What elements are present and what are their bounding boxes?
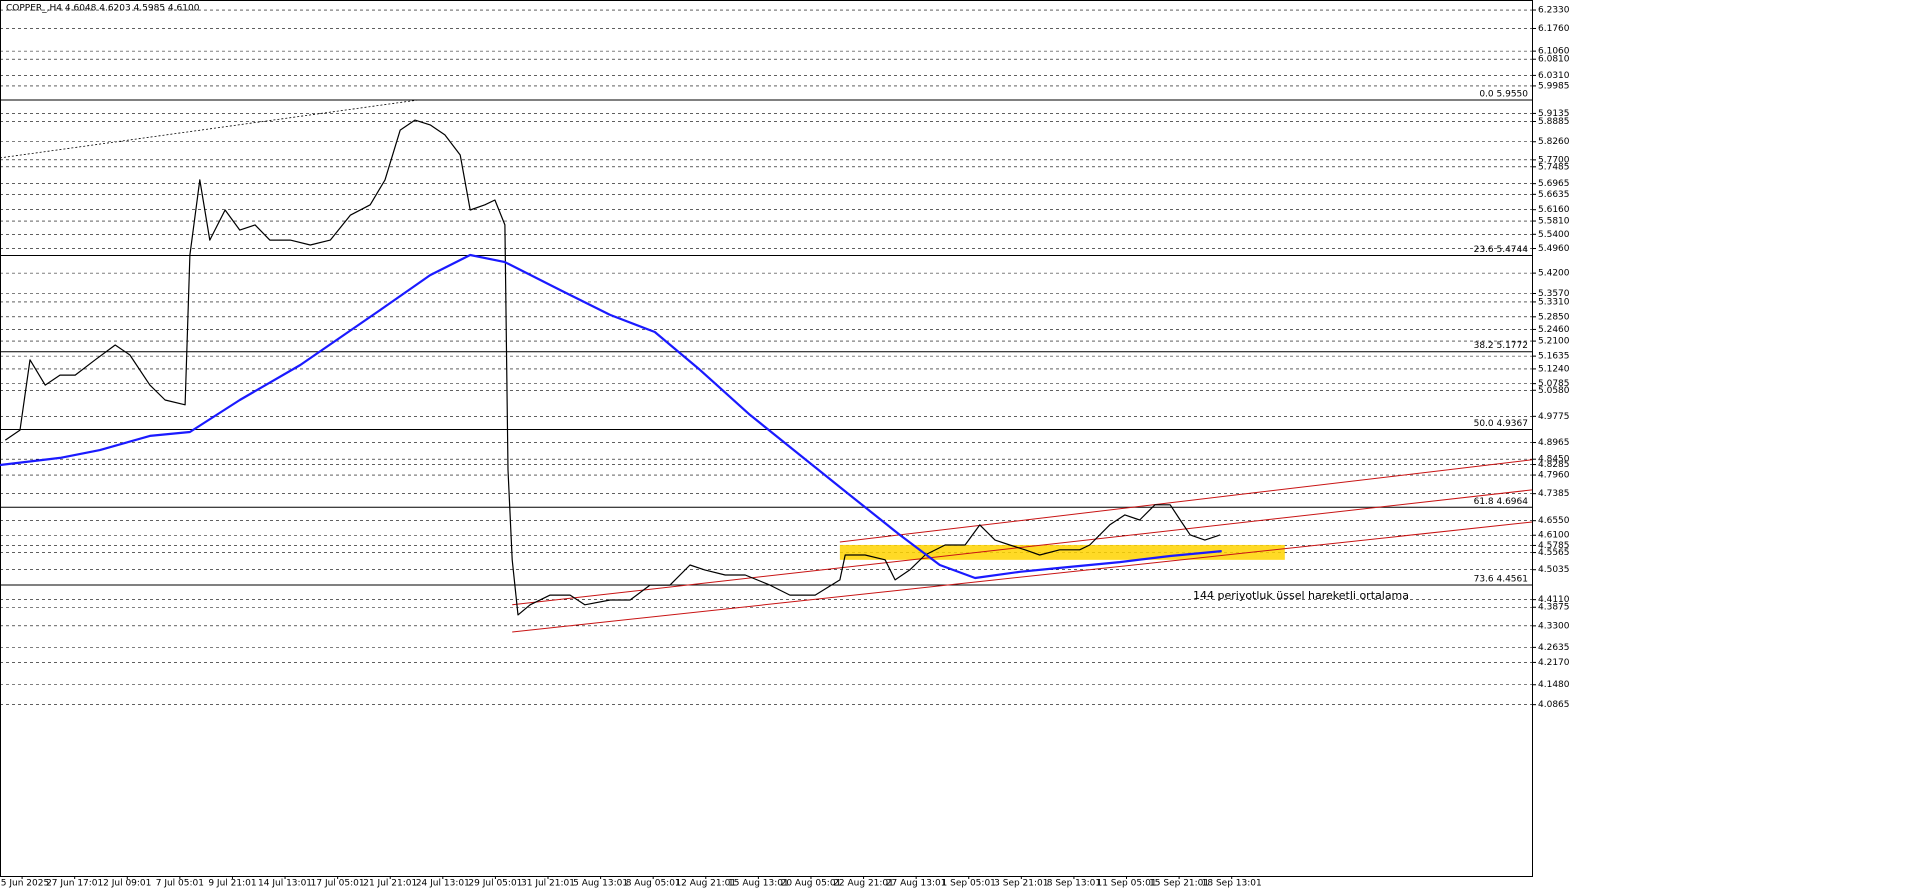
y-tick-label: 5.8260 bbox=[1538, 137, 1570, 147]
fib-label: 50.0 4.9367 bbox=[1474, 419, 1528, 429]
y-tick-label: 5.5400 bbox=[1538, 230, 1570, 240]
y-tick-label: 4.1480 bbox=[1538, 680, 1570, 690]
chart-title: COPPER_,H4 4.6048 4.6203 4.5985 4.6100 bbox=[6, 4, 200, 14]
y-tick-label: 5.2460 bbox=[1538, 325, 1570, 335]
y-tick-label: 4.4110 bbox=[1538, 595, 1570, 605]
fib-label: 0.0 5.9550 bbox=[1479, 89, 1528, 99]
y-tick-label: 5.2850 bbox=[1538, 312, 1570, 322]
y-tick-label: 4.6550 bbox=[1538, 516, 1570, 526]
x-tick-label: 11 Sep 05:01 bbox=[1096, 879, 1156, 888]
trend-line bbox=[512, 521, 1533, 633]
y-tick-label: 5.3310 bbox=[1538, 297, 1570, 307]
y-tick-label: 4.2170 bbox=[1538, 658, 1570, 668]
x-tick-label: 24 Jul 13:01 bbox=[416, 879, 470, 888]
y-tick-label: 4.3300 bbox=[1538, 621, 1570, 631]
y-tick-label: 5.4200 bbox=[1538, 269, 1570, 279]
x-tick-label: 1 Sep 05:01 bbox=[942, 879, 996, 888]
y-tick-label: 4.2635 bbox=[1538, 643, 1570, 653]
y-tick-label: 4.7960 bbox=[1538, 471, 1570, 481]
x-tick-label: 8 Sep 13:01 bbox=[1047, 879, 1101, 888]
x-tick-label: 14 Jul 13:01 bbox=[258, 879, 312, 888]
y-tick-label: 4.9775 bbox=[1538, 412, 1570, 422]
x-tick-label: 29 Jul 05:01 bbox=[468, 879, 522, 888]
y-tick-label: 5.1240 bbox=[1538, 364, 1570, 374]
y-tick-label: 5.4960 bbox=[1538, 244, 1570, 254]
y-tick-label: 5.2100 bbox=[1538, 337, 1570, 347]
y-tick-label: 5.1635 bbox=[1538, 352, 1570, 362]
plot-frame bbox=[0, 0, 1533, 877]
x-tick-label: 22 Aug 21:01 bbox=[833, 879, 894, 888]
x-tick-label: 15 Sep 21:01 bbox=[1149, 879, 1209, 888]
y-tick-label: 5.3570 bbox=[1538, 289, 1570, 299]
x-tick-label: 27 Jun 17:01 bbox=[46, 879, 103, 888]
y-tick-label: 6.0810 bbox=[1538, 55, 1570, 65]
x-tick-label: 12 Aug 21:01 bbox=[675, 879, 736, 888]
y-tick-label: 5.6965 bbox=[1538, 179, 1570, 189]
y-tick-label: 5.7485 bbox=[1538, 162, 1570, 172]
y-tick-label: 6.1760 bbox=[1538, 24, 1570, 34]
legend-label: 144 periyotluk üssel hareketli ortalama bbox=[1193, 589, 1409, 602]
y-tick-label: 5.9135 bbox=[1538, 109, 1570, 119]
y-tick-label: 5.5810 bbox=[1538, 217, 1570, 227]
x-tick-label: 25 Jun 2025 bbox=[0, 879, 49, 888]
y-tick-label: 4.6100 bbox=[1538, 531, 1570, 541]
x-tick-label: 21 Jul 21:01 bbox=[363, 879, 417, 888]
trend-line bbox=[839, 459, 1533, 543]
y-tick-label: 4.7385 bbox=[1538, 489, 1570, 499]
y-tick-label: 6.1060 bbox=[1538, 47, 1570, 57]
x-tick-label: 20 Aug 05:01 bbox=[781, 879, 842, 888]
x-tick-label: 9 Jul 21:01 bbox=[208, 879, 256, 888]
x-tick-label: 31 Jul 21:01 bbox=[521, 879, 575, 888]
x-tick-label: 8 Aug 05:01 bbox=[626, 879, 681, 888]
x-tick-label: 18 Sep 13:01 bbox=[1202, 879, 1262, 888]
y-tick-label: 4.5035 bbox=[1538, 565, 1570, 575]
ema-line bbox=[0, 253, 1222, 580]
y-tick-label: 5.7700 bbox=[1538, 155, 1570, 165]
y-tick-label: 5.0785 bbox=[1538, 379, 1570, 389]
y-tick-label: 4.3875 bbox=[1538, 603, 1570, 613]
y-tick-label: 4.0865 bbox=[1538, 700, 1570, 710]
x-tick-label: 2 Jul 09:01 bbox=[103, 879, 151, 888]
y-tick-label: 4.8285 bbox=[1538, 460, 1570, 470]
y-tick-label: 5.9985 bbox=[1538, 81, 1570, 91]
y-tick-label: 6.2330 bbox=[1538, 6, 1570, 16]
x-tick-label: 17 Jul 05:01 bbox=[311, 879, 365, 888]
y-tick-label: 4.5785 bbox=[1538, 541, 1570, 551]
fib-label: 73.6 4.4561 bbox=[1474, 575, 1528, 585]
y-tick-label: 5.6635 bbox=[1538, 190, 1570, 200]
y-tick-label: 4.8450 bbox=[1538, 455, 1570, 465]
x-tick-label: 15 Aug 13:01 bbox=[728, 879, 789, 888]
y-tick-label: 5.6160 bbox=[1538, 205, 1570, 215]
y-tick-label: 5.0580 bbox=[1538, 386, 1570, 396]
fib-label: 38.2 5.1772 bbox=[1474, 341, 1528, 351]
x-tick-label: 27 Aug 13:01 bbox=[886, 879, 947, 888]
x-tick-label: 3 Sep 21:01 bbox=[994, 879, 1048, 888]
x-tick-label: 5 Aug 13:01 bbox=[573, 879, 628, 888]
y-tick-label: 4.8965 bbox=[1538, 438, 1570, 448]
y-tick-label: 5.8885 bbox=[1538, 117, 1570, 127]
y-tick-label: 4.5565 bbox=[1538, 548, 1570, 558]
fib-label: 23.6 5.4744 bbox=[1474, 245, 1529, 255]
y-tick-label: 6.0310 bbox=[1538, 71, 1570, 81]
trend-line bbox=[512, 489, 1533, 606]
x-tick-label: 7 Jul 05:01 bbox=[156, 879, 204, 888]
fib-label: 61.8 4.6964 bbox=[1474, 497, 1529, 507]
guide-line bbox=[0, 99, 419, 159]
price-line bbox=[4, 119, 1221, 616]
